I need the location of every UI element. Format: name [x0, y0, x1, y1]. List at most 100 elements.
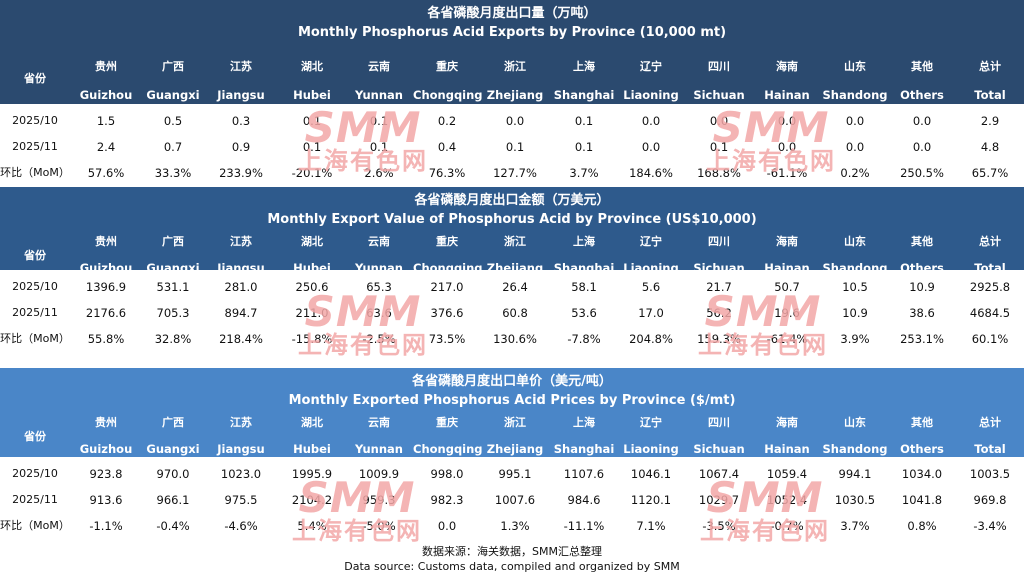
table-cell: 0.0 — [912, 140, 932, 154]
table-cell: -11.1% — [563, 519, 605, 533]
table-cell: 894.7 — [224, 306, 258, 320]
column-header-en: Guangxi — [146, 442, 200, 456]
column-header-zh: 海南 — [776, 60, 798, 73]
province-column-header: 省份 — [24, 249, 46, 262]
column-header-zh: 贵州 — [95, 235, 117, 248]
section-header: 各省磷酸月度出口量（万吨） Monthly Phosphorus Acid Exp… — [0, 0, 1024, 104]
table-cell: 0.0 — [505, 114, 525, 128]
table-cell: 0.0 — [845, 114, 865, 128]
column-header-jiangsu: 江苏 Jiangsu — [207, 235, 275, 275]
table-cell: 3.7% — [569, 166, 599, 180]
table-cell: 33.3% — [154, 166, 192, 180]
column-header-hubei: 湖北 Hubei — [278, 235, 346, 275]
column-header-en: Guizhou — [79, 442, 133, 456]
table-cell: 211.0 — [295, 306, 329, 320]
column-header-guangxi: 广西 Guangxi — [139, 235, 207, 275]
table-cell: 0.1 — [369, 140, 389, 154]
table-cell: 3.9% — [840, 332, 870, 346]
column-header-yunnan: 云南 Yunnan — [345, 60, 413, 102]
table-cell: 1120.1 — [630, 493, 672, 507]
table-body: 2025/10 1396.9 531.1 281.0 250.6 65.3 217.0 26.… — [0, 270, 1024, 354]
table-cell: 0.9 — [231, 140, 251, 154]
table-row: 2025/10 1396.9 531.1 281.0 250.6 65.3 217.0 26.… — [0, 274, 1024, 300]
table-cell: 60.1% — [971, 332, 1009, 346]
table-cell: -0.4% — [156, 519, 190, 533]
table-cell: 1.5 — [96, 114, 116, 128]
column-header-en: Liaoning — [623, 88, 679, 102]
column-header-zh: 浙江 — [504, 416, 526, 429]
row-label: 环比（MoM） — [0, 166, 70, 179]
table-cell: 184.6% — [629, 166, 673, 180]
column-header-en: Hainan — [764, 442, 810, 456]
table-cell: 0.0 — [437, 519, 457, 533]
table-cell: 218.4% — [219, 332, 263, 346]
table-row: 2025/11 2.4 0.7 0.9 0.1 0.1 0.4 0.1 0.1 0.0 0.1 0.0… — [0, 134, 1024, 160]
column-header-zh: 山东 — [844, 60, 866, 73]
table-row: 环比（MoM） -1.1% -0.4% -4.6% 5.4% -5.0% 0.0 1.3% -1… — [0, 513, 1024, 539]
column-header-total: 总计 Total — [956, 60, 1024, 102]
column-header-zh: 山东 — [844, 416, 866, 429]
table-cell: 1107.6 — [563, 467, 605, 481]
table-cell: 10.9 — [909, 280, 935, 294]
column-header-zh: 广西 — [162, 416, 184, 429]
column-header-jiangsu: 江苏 Jiangsu — [207, 60, 275, 102]
table-cell: 0.0 — [641, 140, 661, 154]
table-cell: 1029.7 — [698, 493, 740, 507]
table-cell: 0.2 — [437, 114, 457, 128]
table-cell: 1041.8 — [901, 493, 943, 507]
column-header-sichuan: 四川 Sichuan — [685, 235, 753, 275]
table-cell: 281.0 — [224, 280, 258, 294]
row-label: 环比（MoM） — [0, 519, 70, 532]
table-cell: -61.1% — [766, 166, 808, 180]
column-header-guizhou: 贵州 Guizhou — [72, 416, 140, 456]
section-header: 各省磷酸月度出口金额（万美元） Monthly Export Value of P… — [0, 187, 1024, 275]
table-cell: -0.7% — [770, 519, 804, 533]
table-row: 2025/10 1.5 0.5 0.3 0.1 0.1 0.2 0.0 0.1 0.0 0.0 0.0… — [0, 108, 1024, 134]
table-cell: 0.1 — [574, 114, 594, 128]
table-cell: 0.0 — [709, 114, 729, 128]
column-header-chongqing: 重庆 Chongqing — [413, 416, 483, 456]
column-header-guangxi: 广西 Guangxi — [139, 60, 207, 102]
table-cell: 1009.9 — [358, 467, 400, 481]
row-label: 2025/11 — [12, 140, 58, 153]
table-cell: 26.4 — [502, 280, 528, 294]
column-header-zh: 山东 — [844, 235, 866, 248]
column-header-liaoning: 辽宁 Liaoning — [617, 235, 685, 275]
table-cell: 0.1 — [302, 114, 322, 128]
table-cell: 2.9 — [980, 114, 1000, 128]
column-header-zh: 辽宁 — [640, 60, 662, 73]
table-cell: 2104.2 — [291, 493, 333, 507]
table-cell: 966.1 — [156, 493, 190, 507]
table-cell: 1023.0 — [220, 467, 262, 481]
column-header-en: Shandong — [822, 88, 888, 102]
section-header: 各省磷酸月度出口单价（美元/吨） Monthly Exported Phospho… — [0, 368, 1024, 457]
column-header-zh: 江苏 — [230, 235, 252, 248]
column-header-zh: 其他 — [911, 60, 933, 73]
column-header-total: 总计 Total — [956, 235, 1024, 275]
table-cell: 969.8 — [973, 493, 1007, 507]
table-row: 环比（MoM） 57.6% 33.3% 233.9% -20.1% 2.6% 76.3% 12… — [0, 160, 1024, 186]
table-row: 2025/11 913.6 966.1 975.5 2104.2 959.3 982.3 10… — [0, 487, 1024, 513]
table-cell: 982.3 — [430, 493, 464, 507]
row-label: 2025/11 — [12, 493, 58, 506]
table-cell: 0.1 — [574, 140, 594, 154]
table-cell: -20.1% — [291, 166, 333, 180]
column-header-zh: 海南 — [776, 416, 798, 429]
column-header-en: Others — [900, 88, 944, 102]
table-cell: -1.1% — [89, 519, 123, 533]
province-column-header: 省份 — [24, 430, 46, 443]
table-cell: -2.5% — [362, 332, 396, 346]
section-title-en: Monthly Phosphorus Acid Exports by Provi… — [297, 25, 727, 40]
table-cell: -7.8% — [567, 332, 601, 346]
table-cell: 55.8% — [87, 332, 125, 346]
table-cell: 7.1% — [636, 519, 666, 533]
column-header-liaoning: 辽宁 Liaoning — [617, 416, 685, 456]
table-cell: 50.7 — [774, 280, 800, 294]
column-header-zh: 重庆 — [436, 235, 458, 248]
table-cell: 0.1 — [505, 140, 525, 154]
table-cell: 1396.9 — [85, 280, 127, 294]
column-header-en: Total — [974, 88, 1006, 102]
table-cell: 0.5 — [163, 114, 183, 128]
column-header-en: Jiangsu — [217, 442, 265, 456]
table-cell: 0.1 — [709, 140, 729, 154]
